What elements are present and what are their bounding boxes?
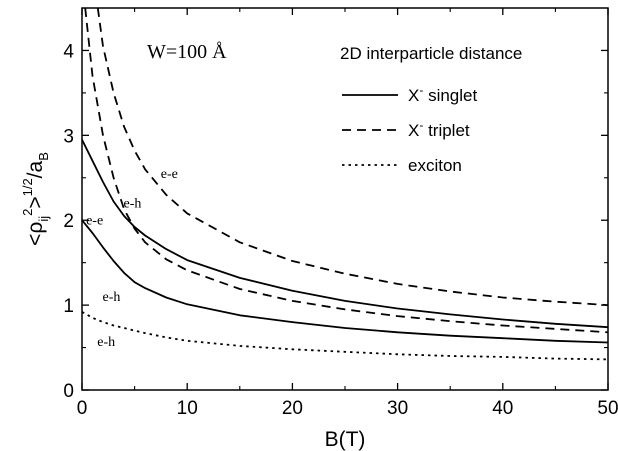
curve-label: e-h: [124, 196, 142, 211]
legend-entry-label: X- singlet: [408, 83, 477, 105]
plot-annotation: W=100 Å: [147, 41, 227, 63]
series-layer: [81, 7, 609, 361]
curve-label: e-h: [103, 290, 121, 305]
series-dashed-e-h-line: [84, 7, 609, 334]
curve-label: e-e: [161, 167, 178, 182]
legend-entry-rest: triplet: [423, 121, 470, 140]
y-tick-label: 4: [63, 41, 74, 62]
curve-label-layer: e-e e-h e-e e-h e-h: [86, 167, 178, 350]
x-tick-label: 50: [597, 398, 618, 419]
legend-entry-label: exciton: [408, 156, 462, 175]
y-label-sup-half: 1/2: [20, 178, 35, 196]
x-tick-label: 10: [177, 398, 198, 419]
legend-entry-main: X: [408, 121, 419, 140]
series-solid-e-h-line: [81, 219, 609, 344]
axis-tick-labels: 0 10 20 30 40 50 0 1 2 3 4: [63, 41, 618, 419]
plot-frame: [81, 7, 609, 391]
series-dotted-e-h-line: [81, 311, 609, 361]
curve-label: e-e: [86, 213, 103, 228]
svg-text:<ρij2>1/2/aB: <ρij2>1/2/aB: [20, 152, 51, 246]
legend-entry-rest: singlet: [423, 86, 477, 105]
y-label-sup2: 2: [20, 209, 35, 216]
y-label-rho: ρ: [24, 222, 47, 234]
x-tick-label: 0: [77, 398, 88, 419]
y-tick-label: 1: [63, 296, 74, 317]
x-axis-label: B(T): [325, 428, 366, 451]
y-axis-label: <ρij2>1/2/aB: [20, 152, 51, 246]
legend-entry-sup: -: [419, 83, 423, 97]
x-tick-label: 20: [282, 398, 303, 419]
curve-label: e-h: [97, 335, 115, 350]
y-label-div: /a: [24, 160, 47, 178]
legend-entry-main: exciton: [408, 156, 462, 175]
series-dashed-e-e-line: [96, 7, 609, 306]
y-tick-label: 0: [63, 381, 74, 402]
series-solid-e-e-line: [81, 139, 609, 329]
legend-entry-label: X- triplet: [408, 118, 470, 140]
y-label-sub: ij: [36, 216, 51, 222]
y-label-sub-b: B: [36, 152, 51, 161]
x-tick-label: 30: [387, 398, 408, 419]
legend-entry-sup: -: [419, 118, 423, 132]
y-tick-label: 2: [63, 211, 74, 232]
legend-entry-main: X: [408, 86, 419, 105]
y-label-post: >: [24, 196, 47, 208]
axis-ticks: [81, 8, 609, 391]
y-label-pre: <: [24, 234, 47, 246]
x-tick-label: 40: [492, 398, 513, 419]
y-tick-label: 3: [63, 126, 74, 147]
legend-title: 2D interparticle distance: [340, 44, 522, 63]
